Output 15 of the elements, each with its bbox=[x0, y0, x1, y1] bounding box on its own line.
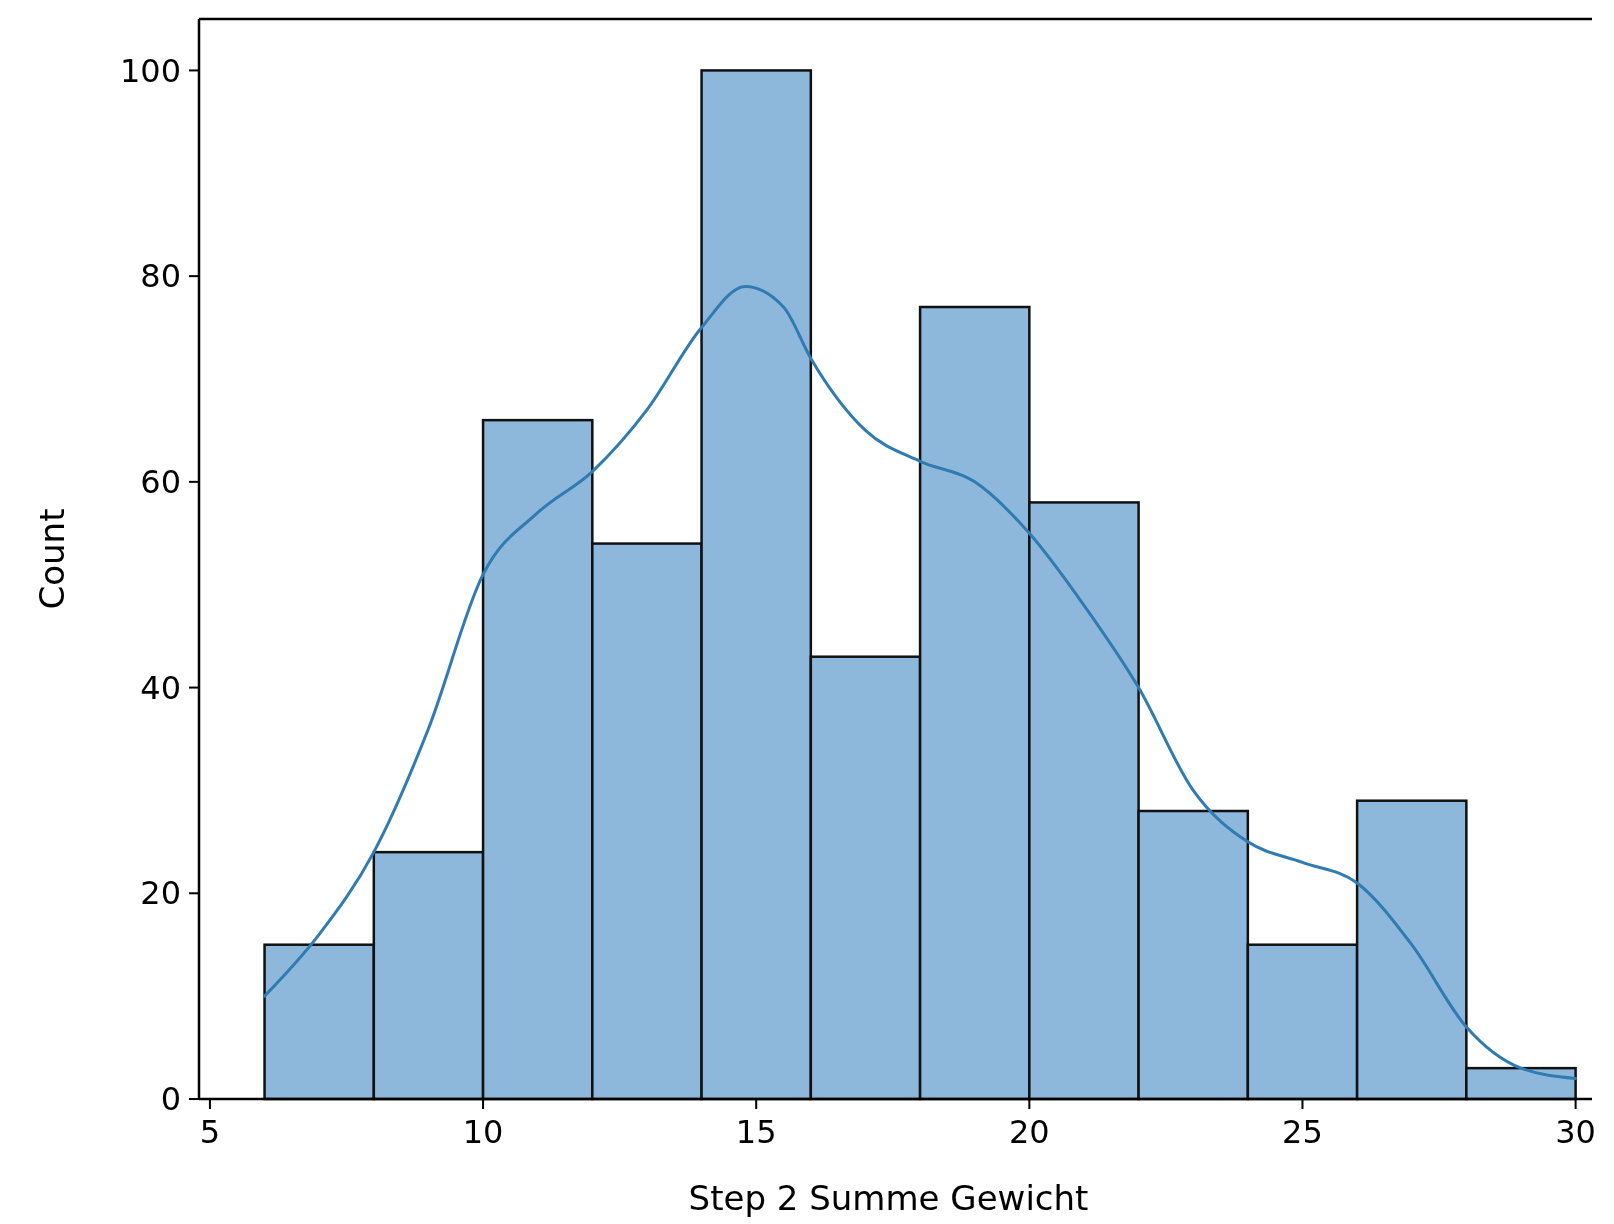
y-tick-label: 40 bbox=[140, 668, 181, 707]
x-tick-label: 25 bbox=[1282, 1113, 1323, 1151]
y-tick-label: 100 bbox=[119, 51, 181, 90]
line-series bbox=[263, 284, 1578, 1080]
y-tick-label: 20 bbox=[140, 874, 181, 913]
y-tick-label: 80 bbox=[140, 257, 181, 296]
x-tick-label: 20 bbox=[1008, 1113, 1050, 1151]
x-tick-label: 15 bbox=[735, 1113, 777, 1151]
x-tick-label: 10 bbox=[462, 1113, 504, 1151]
y-tick-label: 60 bbox=[140, 463, 181, 502]
y-tick-label: 0 bbox=[160, 1080, 181, 1119]
x-axis-title: Step 2 Summe Gewicht bbox=[688, 1178, 1089, 1218]
x-tick-label: 5 bbox=[199, 1113, 221, 1151]
y-axis-title: Count bbox=[32, 508, 72, 610]
x-tick-label: 30 bbox=[1555, 1113, 1596, 1151]
